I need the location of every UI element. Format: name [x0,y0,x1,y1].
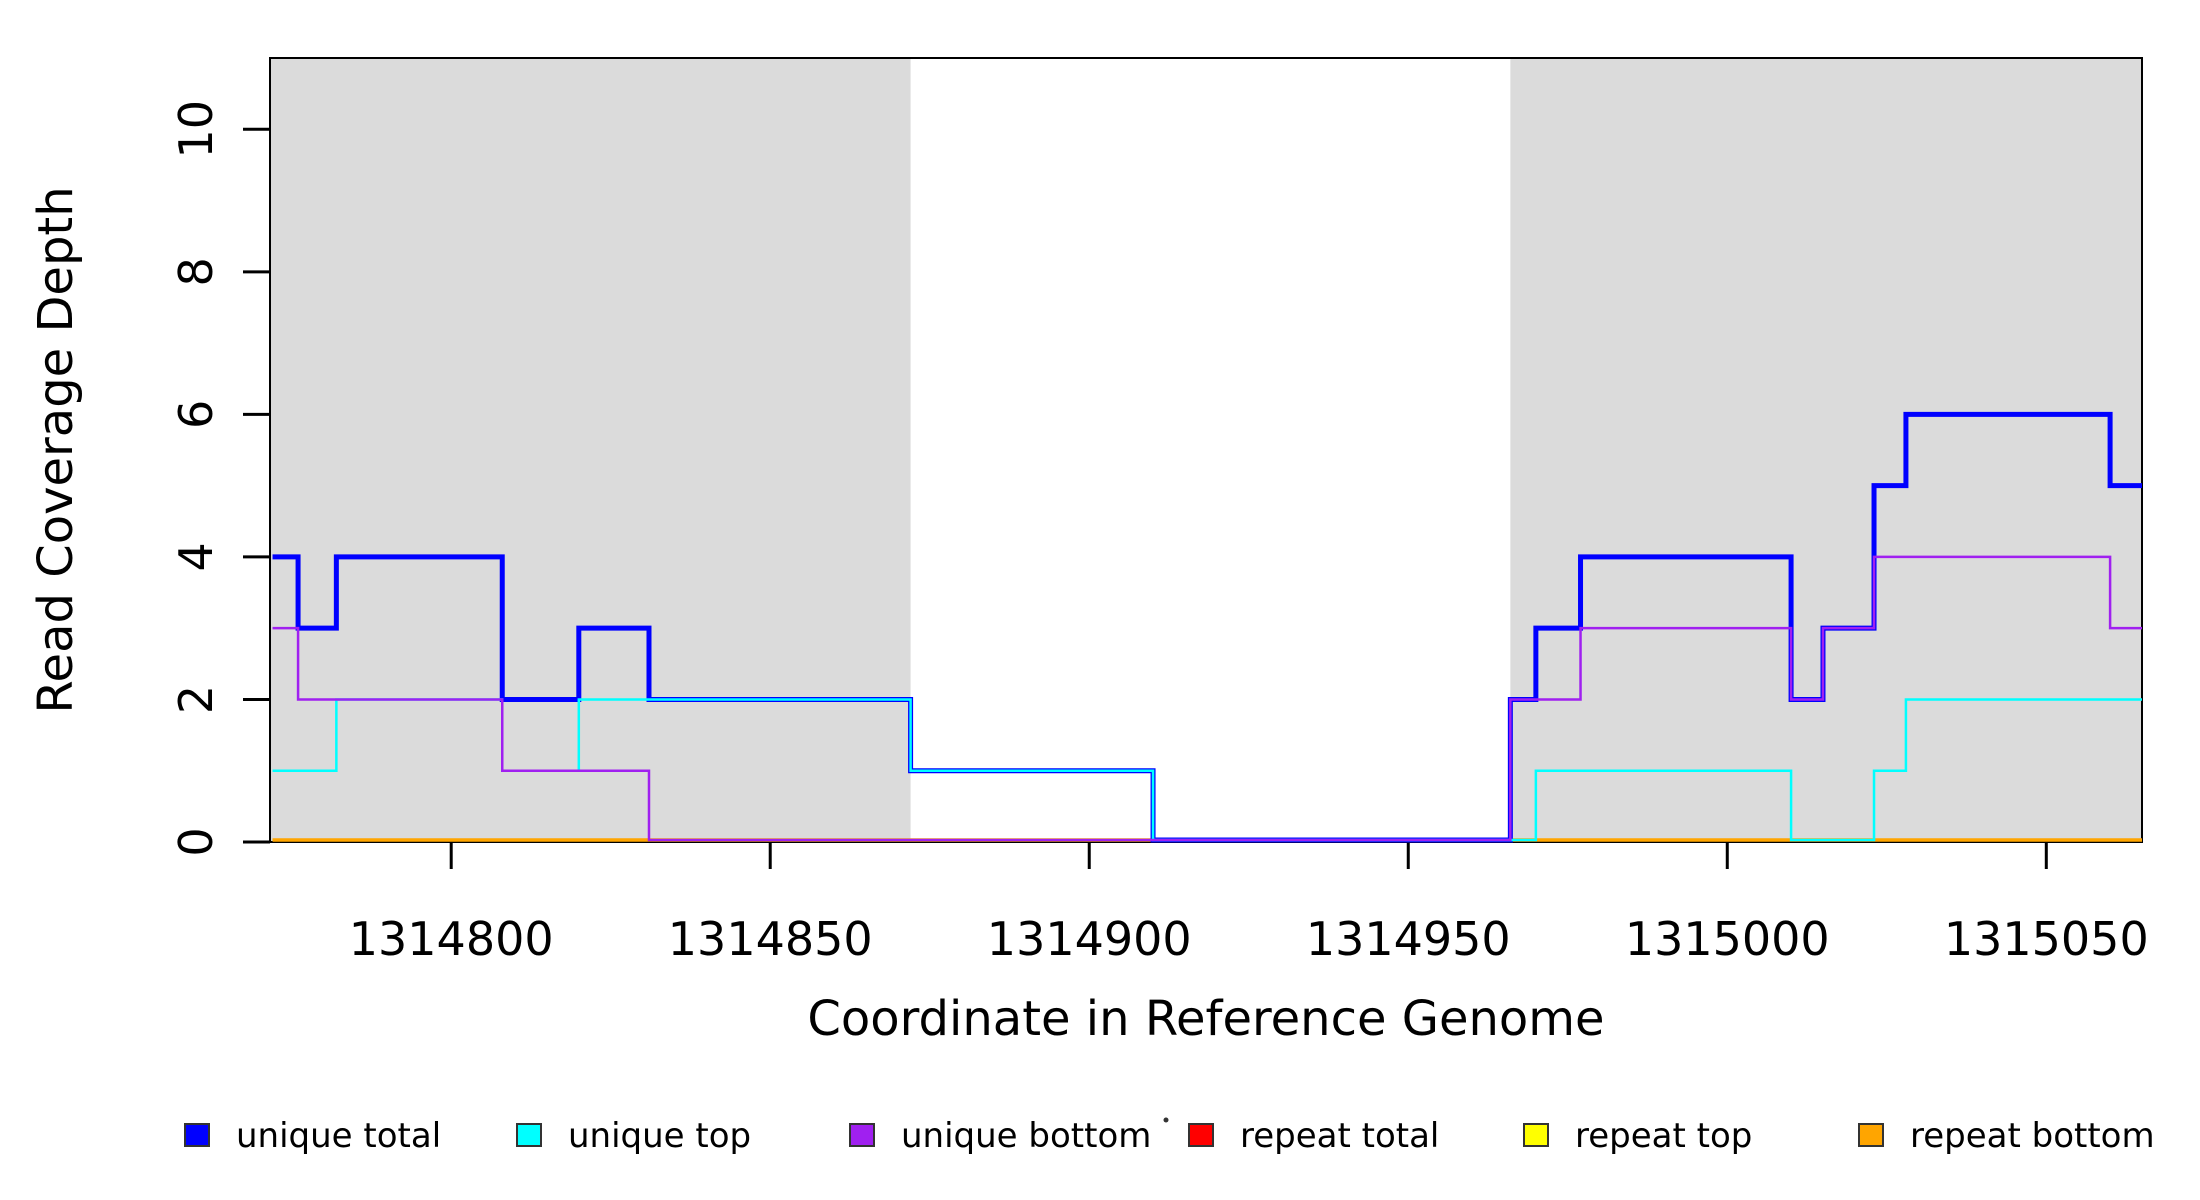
x-axis-title: Coordinate in Reference Genome [807,991,1604,1047]
x-tick-label: 1314900 [987,912,1192,966]
y-tick-label: 4 [169,542,223,571]
x-tick-label: 1315000 [1625,912,1830,966]
legend-swatch-unique-total [184,1123,210,1147]
legend-label-unique-bottom: unique bottom [901,1116,1151,1156]
repeat-region-shade [270,58,911,842]
legend-item-repeat-top: repeat top [1523,1116,1752,1156]
axis-ticks: 1314800 1314850 1314900 1314950 1315000 13150… [169,100,2149,966]
y-tick-label: 6 [169,400,223,429]
stray-point-dot [1163,1117,1169,1123]
x-tick-label: 1314950 [1306,912,1511,966]
legend-label-repeat-top: repeat top [1575,1116,1752,1156]
repeat-region-shades [270,58,2142,842]
legend-label-unique-top: unique top [568,1116,751,1156]
legend-label-repeat-total: repeat total [1240,1116,1439,1156]
legend-swatch-repeat-bottom [1858,1123,1884,1147]
legend-item-unique-top: unique top [516,1116,751,1156]
legend-swatch-unique-top [516,1123,542,1147]
y-axis-title: Read Coverage Depth [28,186,84,713]
legend-item-repeat-bottom: repeat bottom [1858,1116,2155,1156]
legend-label-repeat-bottom: repeat bottom [1910,1116,2155,1156]
legend-item-repeat-total: repeat total [1188,1116,1439,1156]
legend-item-unique-total: unique total [184,1116,441,1156]
x-tick-label: 1314850 [668,912,873,966]
y-tick-label: 8 [169,257,223,286]
repeat-region-shade [1510,58,2142,842]
legend-swatch-repeat-total [1188,1123,1214,1147]
x-tick-label: 1314800 [349,912,554,966]
legend-label-unique-total: unique total [236,1116,441,1156]
series-lines [272,411,2142,843]
y-tick-label: 0 [169,827,223,856]
y-tick-label: 10 [169,100,223,159]
legend-swatch-repeat-top [1523,1123,1549,1147]
legend: unique total unique top unique bottom re… [184,1116,2155,1156]
legend-item-unique-bottom: unique bottom [849,1116,1151,1156]
series-unique-bottom-line [272,555,2142,842]
y-tick-label: 2 [169,685,223,714]
x-tick-label: 1315050 [1944,912,2149,966]
legend-swatch-unique-bottom [849,1123,875,1147]
